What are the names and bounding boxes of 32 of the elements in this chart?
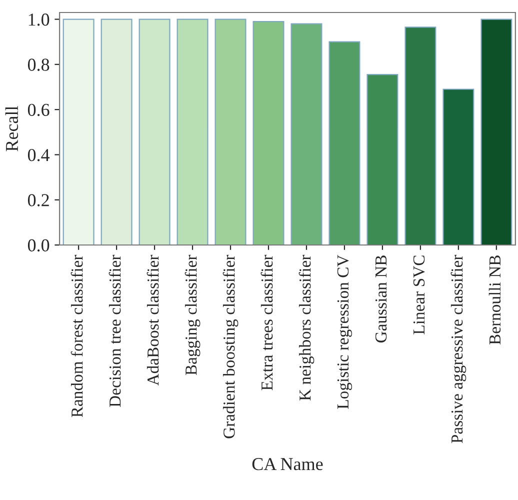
x-tick-label: Passive aggressive classifier xyxy=(450,254,466,444)
x-tick-label: Random forest classifier xyxy=(70,254,83,418)
y-tick-label: 0.0 xyxy=(28,239,50,252)
x-tick-label: Logistic regression CV xyxy=(337,254,352,409)
bar xyxy=(252,20,284,245)
x-tick-label: Decision tree classifier xyxy=(108,254,121,407)
y-axis-title: Recall xyxy=(5,106,18,152)
bar xyxy=(290,23,322,245)
y-tick-label: 0.8 xyxy=(28,58,50,71)
bar xyxy=(404,26,436,245)
x-tick-label: Bagging classifier xyxy=(184,254,200,376)
x-axis-title: CA Name xyxy=(252,458,323,470)
y-tick-label: 0.2 xyxy=(28,194,49,206)
x-tick-label: Extra trees classifier xyxy=(260,254,273,390)
x-tick-label: Gaussian NB xyxy=(375,256,387,342)
bar xyxy=(176,18,208,245)
y-tick-label: 1.0 xyxy=(28,14,50,26)
bar xyxy=(366,74,398,245)
x-tick-label: K neighbors classifier xyxy=(298,254,314,401)
x-tick-label: AdaBoost classifier xyxy=(146,254,159,386)
y-tick-label: 0.6 xyxy=(28,104,50,116)
x-tick-label: Linear SVC xyxy=(413,256,425,334)
bar xyxy=(62,18,94,245)
bar xyxy=(100,18,132,245)
bar xyxy=(328,41,360,245)
bar xyxy=(442,88,474,245)
x-tick-label: Bernoulli NB xyxy=(488,256,501,345)
x-tick-label: Gradient boosting classifier xyxy=(222,254,238,438)
bar xyxy=(480,18,512,245)
y-tick-label: 0.4 xyxy=(28,148,50,162)
bar xyxy=(214,18,246,245)
bar xyxy=(138,18,170,245)
